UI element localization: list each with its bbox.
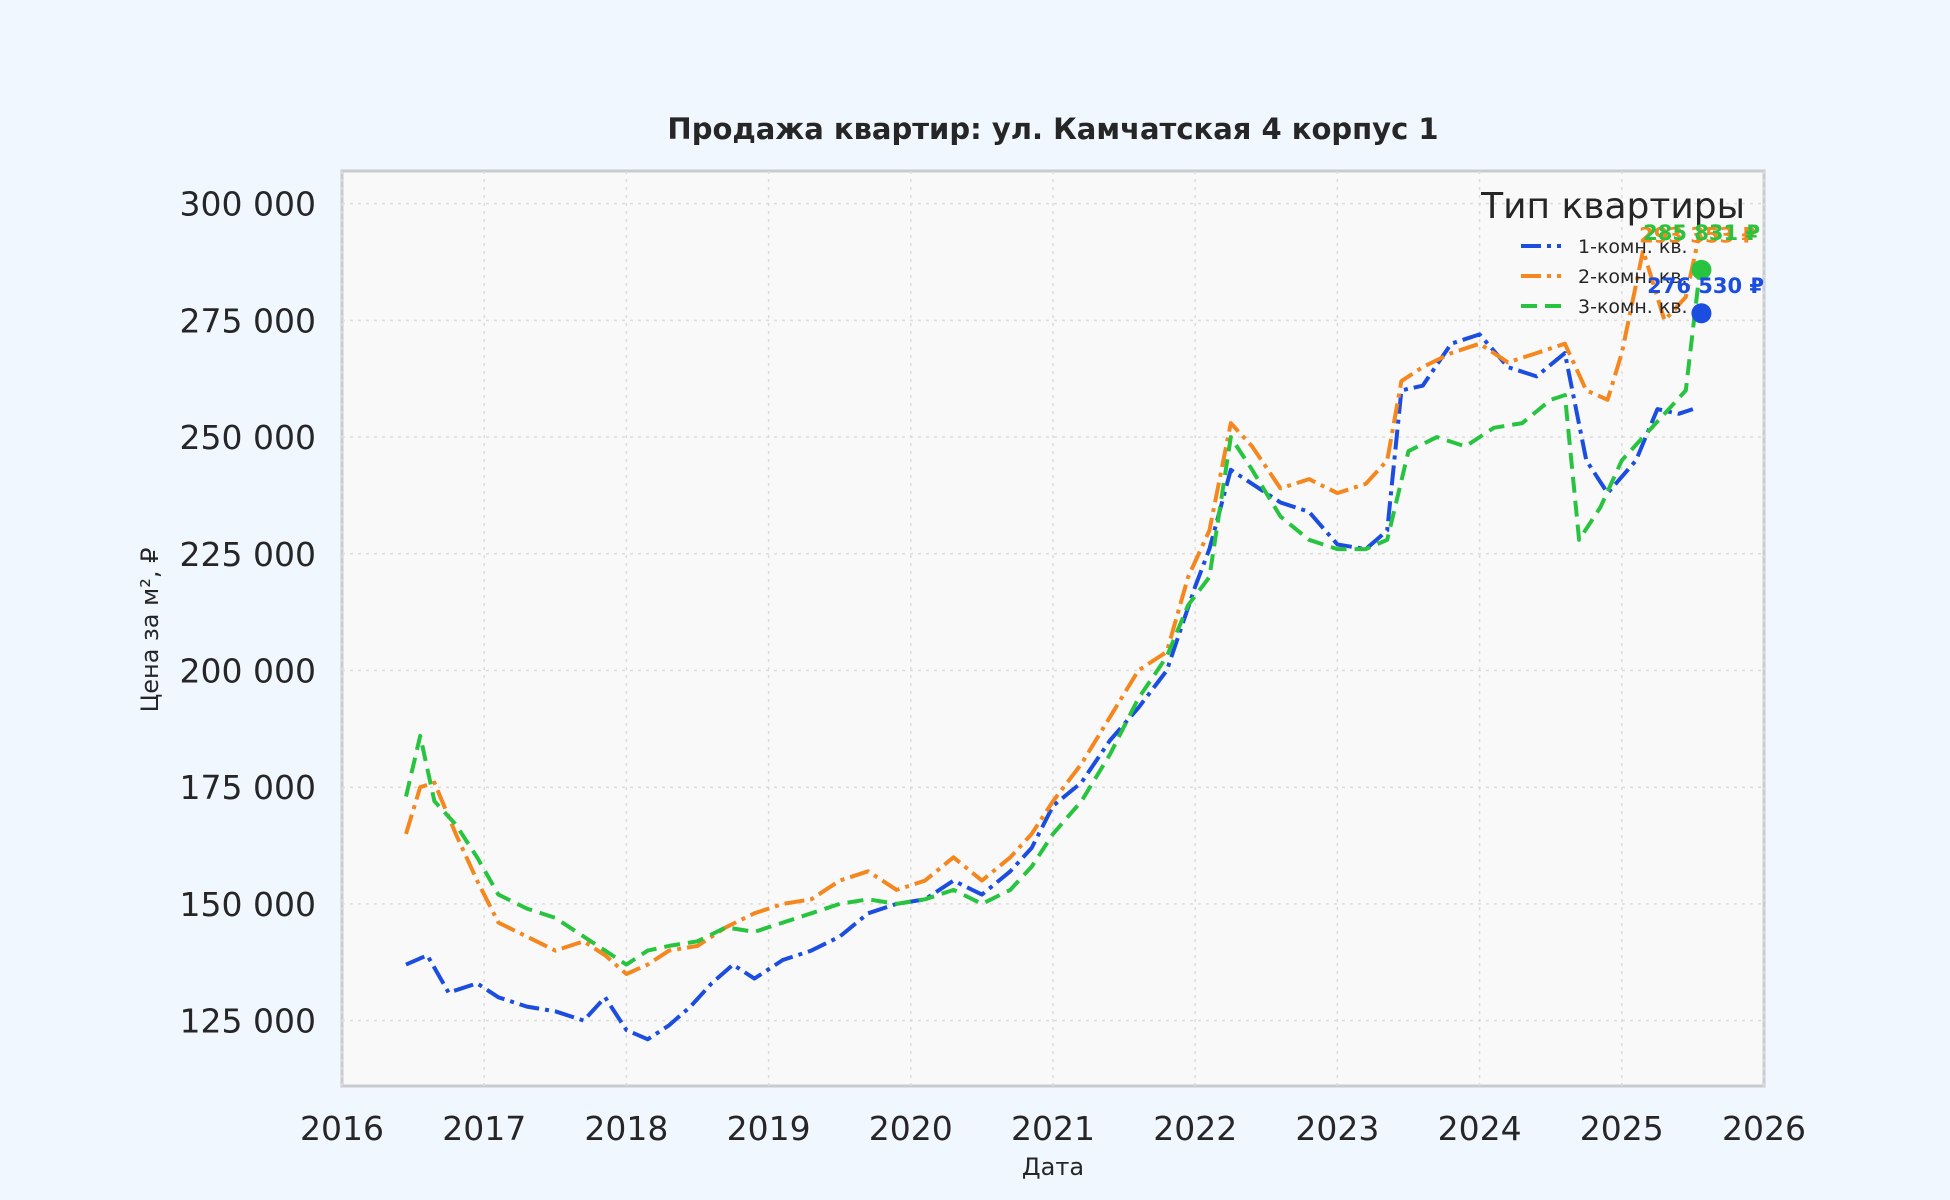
y-tick-label: 200 000 xyxy=(180,652,316,691)
series-line-2room xyxy=(404,231,1702,976)
end-point-marker xyxy=(1691,303,1712,324)
end-markers: 293 353 ₽285 831 ₽ 276 530 ₽ xyxy=(1639,221,1764,324)
legend-title: Тип квартиры xyxy=(1480,186,1745,227)
series-line-1room xyxy=(405,332,1694,1042)
y-tick-label: 275 000 xyxy=(180,301,316,340)
x-tick-label: 2026 xyxy=(1722,1109,1806,1148)
x-tick-label: 2016 xyxy=(300,1109,384,1148)
end-value-label: 285 831 ₽ xyxy=(1643,221,1760,245)
x-tick-label: 2023 xyxy=(1295,1109,1379,1148)
series-line-3room xyxy=(404,268,1702,967)
x-tick-label: 2017 xyxy=(442,1109,526,1148)
y-tick-label: 250 000 xyxy=(180,418,316,457)
legend-entry: 2-комн. кв. xyxy=(1578,266,1688,288)
y-tick-label: 175 000 xyxy=(180,768,316,807)
y-tick-label: 125 000 xyxy=(180,1002,316,1041)
x-tick-label: 2022 xyxy=(1153,1109,1237,1148)
y-tick-label: 225 000 xyxy=(180,535,316,574)
series-layer xyxy=(404,231,1702,1042)
x-tick-label: 2018 xyxy=(584,1109,668,1148)
end-value-label: 276 530 ₽ xyxy=(1647,274,1764,298)
y-tick-label: 300 000 xyxy=(180,185,316,224)
end-point-marker xyxy=(1691,259,1712,280)
grid xyxy=(341,171,1765,1086)
legend-entry: 3-комн. кв. xyxy=(1578,296,1688,318)
chart-title: Продажа квартир: ул. Камчатская 4 корпус… xyxy=(667,112,1438,146)
x-tick-label: 2024 xyxy=(1438,1109,1522,1148)
x-tick-label: 2021 xyxy=(1011,1109,1095,1148)
y-axis: 125 000 150 000 175 000 200 000 225 000 250 0… xyxy=(180,185,316,1041)
x-tick-label: 2025 xyxy=(1580,1109,1664,1148)
end-value-label: 293 353 ₽ xyxy=(1639,224,1756,248)
legend-entry: 1-комн. кв. xyxy=(1578,236,1688,258)
x-axis: 2016 2017 2018 2019 2020 2021 2022 2023 2024 2025… xyxy=(300,1109,1806,1148)
y-tick-label: 150 000 xyxy=(180,885,316,924)
x-tick-label: 2020 xyxy=(869,1109,953,1148)
x-axis-label: Дата xyxy=(1022,1153,1084,1181)
legend: Тип квартиры 1-комн. кв. 2-комн. кв. 3-ком… xyxy=(1480,186,1745,318)
x-tick-label: 2019 xyxy=(727,1109,811,1148)
y-axis-label: Цена за м², ₽ xyxy=(136,548,164,713)
